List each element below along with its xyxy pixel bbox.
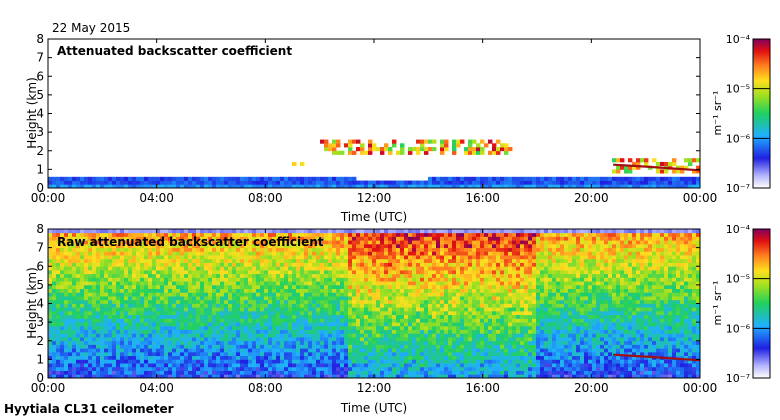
panel-attenuated-ytick-label: 2 [36, 144, 44, 158]
panel-raw-cloud-base-line [613, 353, 700, 362]
panel-raw-xtick-label: 04:00 [139, 381, 174, 395]
panel-attenuated-colorbar-tick-label: 10⁻⁵ [726, 83, 750, 96]
panel-raw-colorbar-label: m⁻¹ sr⁻¹ [711, 281, 724, 326]
panel-attenuated-colorbar-tick-label: 10⁻⁶ [726, 132, 751, 145]
panel-attenuated-ytick-label: 6 [36, 69, 44, 83]
panel-attenuated-xtick-label: 16:00 [465, 191, 500, 205]
panel-raw-ytick-label: 5 [36, 278, 44, 292]
panel-attenuated-colorbar-tick-label: 10⁻⁴ [726, 33, 751, 46]
panel-attenuated-colorbar-label: m⁻¹ sr⁻¹ [711, 91, 724, 136]
panel-raw-xtick-label: 12:00 [357, 381, 392, 395]
panel-raw-xtick-label: 08:00 [248, 381, 283, 395]
panel-raw-xtick-label: 00:00 [683, 381, 718, 395]
panel-raw-ylabel: Height (km) [25, 267, 39, 338]
panel-raw-ytick-label: 4 [36, 297, 44, 311]
panel-raw-xtick-label: 00:00 [31, 381, 66, 395]
panel-attenuated-ylabel: Height (km) [25, 77, 39, 148]
panel-raw-colorbar-tick-label: 10⁻⁴ [726, 223, 751, 236]
panel-raw-colorbar-tick-label: 10⁻⁷ [726, 372, 750, 385]
panel-raw-ytick-label: 0 [36, 371, 44, 385]
panel-attenuated-ytick-label: 5 [36, 88, 44, 102]
panel-attenuated-ytick-label: 0 [36, 181, 44, 195]
panel-raw-ytick-label: 2 [36, 334, 44, 348]
panel-attenuated-heatmap [48, 39, 700, 188]
panel-raw: Raw attenuated backscatter coefficient 0… [25, 222, 771, 415]
panel-attenuated-xtick-label: 00:00 [31, 191, 66, 205]
panel-attenuated-colorbar-tick-label: 10⁻⁷ [726, 182, 750, 195]
panel-raw-colorbar [752, 228, 771, 379]
panel-attenuated-colorbar [752, 38, 771, 189]
panel-raw-ytick-label: 7 [36, 241, 44, 255]
panel-attenuated-ytick-label: 7 [36, 51, 44, 65]
panel-attenuated-title: Attenuated backscatter coefficient [57, 44, 292, 58]
panel-raw-heatmap [48, 229, 700, 378]
panel-attenuated-xtick-label: 12:00 [357, 191, 392, 205]
panel-attenuated-xlabel: Time (UTC) [340, 210, 407, 224]
panel-raw-xlabel: Time (UTC) [340, 401, 407, 415]
panel-attenuated-xtick-label: 04:00 [139, 191, 174, 205]
panel-raw-xtick-label: 20:00 [574, 381, 609, 395]
date-label: 22 May 2015 [52, 21, 130, 35]
panel-raw-colorbar-tick-label: 10⁻⁵ [726, 273, 750, 286]
panel-attenuated-ytick-label: 1 [36, 162, 44, 176]
panel-raw-colorbar-tick-label: 10⁻⁶ [726, 322, 751, 335]
panel-raw-title: Raw attenuated backscatter coefficient [57, 235, 324, 249]
footer-label: Hyytiala CL31 ceilometer [4, 402, 174, 416]
panel-attenuated-ytick-label: 8 [36, 32, 44, 46]
panel-raw-xtick-label: 16:00 [465, 381, 500, 395]
panel-raw-ytick-label: 3 [36, 315, 44, 329]
panel-attenuated-ytick-label: 4 [36, 107, 44, 121]
panel-attenuated-xtick-label: 08:00 [248, 191, 283, 205]
panel-raw-ytick-label: 6 [36, 259, 44, 273]
panel-attenuated: Attenuated backscatter coefficient 00:00… [25, 32, 771, 224]
panel-attenuated-ytick-label: 3 [36, 125, 44, 139]
panel-attenuated-xtick-label: 20:00 [574, 191, 609, 205]
panel-attenuated-cloud-base-line [613, 163, 700, 172]
panel-attenuated-xtick-label: 00:00 [683, 191, 718, 205]
panel-raw-ytick-label: 8 [36, 222, 44, 236]
panel-raw-ytick-label: 1 [36, 352, 44, 366]
